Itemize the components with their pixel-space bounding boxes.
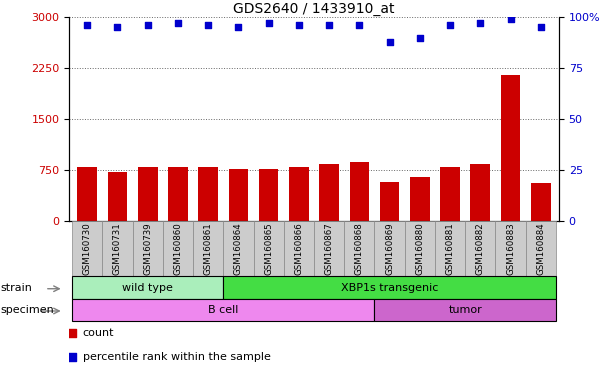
Text: tumor: tumor [448, 305, 482, 315]
Point [294, 22, 304, 28]
Text: GSM160882: GSM160882 [476, 222, 485, 275]
Point [203, 22, 213, 28]
Bar [224, 276, 556, 299]
Text: count: count [83, 328, 114, 338]
Bar [72, 299, 374, 321]
Bar [224, 221, 254, 276]
Bar [410, 177, 430, 221]
Bar [435, 221, 465, 276]
Bar [526, 221, 556, 276]
Bar [228, 169, 248, 221]
Text: GSM160731: GSM160731 [113, 222, 122, 275]
Bar [531, 184, 551, 221]
Text: GSM160865: GSM160865 [264, 222, 273, 275]
Bar [193, 221, 224, 276]
Text: GSM160867: GSM160867 [325, 222, 334, 275]
Bar [465, 221, 495, 276]
Bar [441, 167, 460, 221]
Text: GSM160864: GSM160864 [234, 222, 243, 275]
Bar [259, 169, 278, 221]
Text: XBP1s transgenic: XBP1s transgenic [341, 283, 438, 293]
Bar [102, 221, 133, 276]
Text: GSM160880: GSM160880 [415, 222, 424, 275]
Text: strain: strain [0, 283, 32, 293]
Point [112, 25, 122, 31]
Text: GSM160866: GSM160866 [294, 222, 304, 275]
Bar [254, 221, 284, 276]
Text: percentile rank within the sample: percentile rank within the sample [83, 353, 270, 362]
Bar [138, 167, 157, 221]
Bar [344, 221, 374, 276]
Text: GSM160861: GSM160861 [204, 222, 213, 275]
Bar [72, 276, 224, 299]
Title: GDS2640 / 1433910_at: GDS2640 / 1433910_at [233, 2, 395, 16]
Text: GSM160739: GSM160739 [143, 222, 152, 275]
Bar [133, 221, 163, 276]
Bar [168, 167, 188, 221]
Point [242, 29, 251, 35]
Bar [501, 75, 520, 221]
Point [234, 25, 243, 31]
Text: GSM160730: GSM160730 [83, 222, 92, 275]
Text: specimen: specimen [0, 305, 53, 315]
Bar [350, 162, 369, 221]
Point [415, 35, 425, 41]
Bar [198, 167, 218, 221]
Bar [78, 167, 97, 221]
Point [536, 25, 546, 31]
Bar [374, 299, 556, 321]
Point [173, 20, 183, 26]
Text: GSM160881: GSM160881 [445, 222, 454, 275]
Text: GSM160884: GSM160884 [536, 222, 545, 275]
Bar [471, 164, 490, 221]
Text: GSM160869: GSM160869 [385, 222, 394, 275]
Text: B cell: B cell [208, 305, 239, 315]
Bar [284, 221, 314, 276]
Point [506, 16, 516, 22]
Bar [374, 221, 404, 276]
Point [82, 22, 92, 28]
Bar [319, 164, 339, 221]
Bar [289, 167, 309, 221]
Point [475, 20, 485, 26]
Bar [163, 221, 193, 276]
Point [143, 22, 153, 28]
Point [242, 254, 251, 260]
Bar [380, 182, 400, 221]
Bar [72, 221, 102, 276]
Bar [314, 221, 344, 276]
Point [385, 39, 394, 45]
Text: GSM160883: GSM160883 [506, 222, 515, 275]
Text: wild type: wild type [122, 283, 173, 293]
Point [325, 22, 334, 28]
Text: GSM160868: GSM160868 [355, 222, 364, 275]
Text: GSM160860: GSM160860 [174, 222, 183, 275]
Point [264, 20, 273, 26]
Bar [495, 221, 526, 276]
Point [355, 22, 364, 28]
Point [445, 22, 455, 28]
Bar [404, 221, 435, 276]
Bar [108, 172, 127, 221]
